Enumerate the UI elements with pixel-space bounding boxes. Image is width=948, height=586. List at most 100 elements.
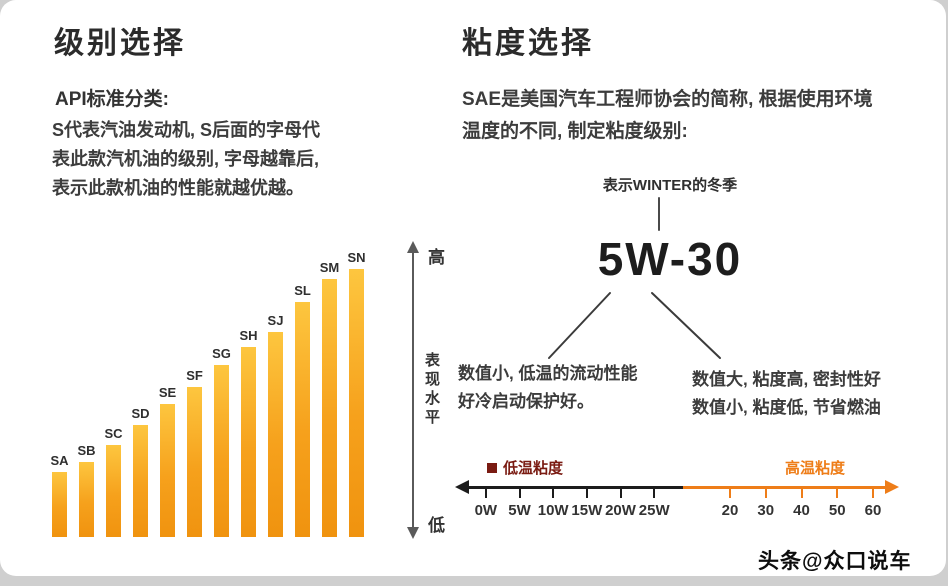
tick-label: 5W [508,502,531,519]
winter-note: 表示WINTER的冬季 [602,177,738,194]
bar [349,269,364,537]
tick-10w: 10W [536,489,570,519]
bar-sf: SF [186,368,203,537]
bar-label: SC [104,426,123,441]
tick-mark [552,489,555,498]
bar-label: SJ [267,313,284,328]
bar-sj: SJ [268,313,283,537]
bar-label: SF [186,368,203,383]
bar-label: SD [131,406,150,421]
tick-40: 40 [785,489,819,519]
bar-label: SG [212,346,231,361]
summer-ticks: 20 30 40 50 60 [713,489,890,519]
high-temp-note-line1: 数值大, 粘度高, 密封性好 [692,370,881,389]
api-bar-chart: SA SB SC SD SE SF SG SH SJ SL SM SN [50,228,366,537]
tick-mark [619,489,622,498]
tick-mark [484,489,487,498]
tick-50: 50 [820,489,854,519]
bar [295,302,310,537]
bar [160,404,175,537]
tick-20w: 20W [604,489,638,519]
bar [241,347,256,537]
tick-5w: 5W [503,489,537,519]
tick-label: 20W [605,502,636,519]
bar-sb: SB [77,443,96,537]
bar-label: SE [158,385,177,400]
bar-sc: SC [104,426,123,537]
bar [52,472,67,537]
tick-20: 20 [713,489,747,519]
left-branch-line [548,292,611,359]
high-temp-axis-label: 高温粘度 [785,460,846,477]
bar-label: SA [50,453,69,468]
bar-label: SB [77,443,96,458]
bar-se: SE [158,385,177,537]
tick-label: 60 [864,502,882,519]
bar-label: SH [239,328,258,343]
viscosity-grade: 5W-30 [597,233,743,285]
tick-label: 30 [757,502,775,519]
tick-mark [872,489,874,498]
bar [322,279,337,537]
cold-axis-line [468,486,683,489]
tick-mark [800,489,803,498]
left-section-title: 级别选择 [54,27,186,60]
square-bullet-icon [487,462,497,473]
api-description: S代表汽油发动机, S后面的字母代表此款汽机油的级别, 字母越靠后, 表示此款机… [52,120,321,198]
bar-sn: SN [347,250,366,537]
tick-25w: 25W [637,489,671,519]
hot-axis-line [683,486,886,489]
right-section-title: 粘度选择 [462,27,594,60]
tick-mark [729,489,731,498]
performance-axis-line [412,252,414,528]
winter-ticks: 0W 5W 10W 15W 20W 25W [469,489,671,519]
high-temp-note: 数值大, 粘度高, 密封性好 数值小, 粘度低, 节省燃油 [692,366,922,422]
bar-sd: SD [131,406,150,537]
axis-label-high: 高 [428,248,445,267]
bar [133,425,148,537]
watermark: 头条@众口说车 [758,550,912,573]
bar [268,332,283,537]
low-temp-note: 数值小, 低温的流动性能好冷启动保护好。 [458,364,638,411]
bar [187,387,202,537]
bar [106,445,121,537]
tick-mark [653,489,656,498]
tick-15w: 15W [570,489,604,519]
tick-label: 0W [474,502,498,519]
tick-0w: 0W [469,489,503,519]
tick-label: 50 [828,502,846,519]
arrow-left-icon [455,480,469,494]
tick-label: 40 [793,502,810,519]
sae-description: SAE是美国汽车工程师协会的简称, 根据使用环境温度的不同, 制定粘度级别: [462,89,873,142]
tick-mark [518,489,521,498]
api-subtitle: API标准分类: [55,89,170,110]
bar-sh: SH [239,328,258,537]
tick-mark [836,489,839,498]
bar-sm: SM [319,260,340,537]
tick-60: 60 [856,489,890,519]
tick-label: 15W [571,502,603,519]
tick-30: 30 [749,489,783,519]
bar-label: SM [319,260,340,275]
bar-sg: SG [212,346,231,537]
bar [214,365,229,537]
tick-label: 10W [537,502,569,519]
bar-sl: SL [294,283,311,537]
low-temp-axis-label: 低温粘度 [487,457,563,478]
arrow-down-icon [407,527,419,539]
tick-mark [585,489,588,498]
axis-label-performance: 表现水平 [423,352,440,428]
arrow-up-icon [407,241,419,253]
right-branch-line [651,292,721,359]
bar-label: SL [294,283,311,298]
arrow-right-icon [885,480,899,494]
tick-label: 25W [638,502,670,519]
bar-label: SN [347,250,366,265]
axis-label-low: 低 [428,516,445,535]
low-temp-axis-text: 低温粘度 [503,460,564,477]
high-temp-note-line2: 数值小, 粘度低, 节省燃油 [692,398,881,417]
bar-sa: SA [50,453,69,537]
tick-label: 20 [721,502,739,519]
tick-mark [764,489,767,498]
